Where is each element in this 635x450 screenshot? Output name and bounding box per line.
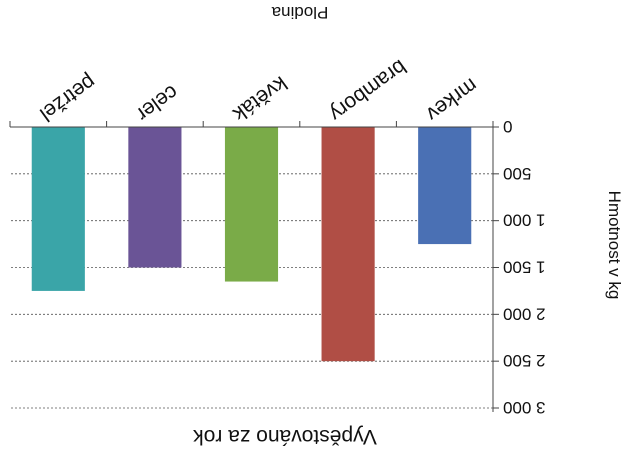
y-tick-label: 1 000	[503, 211, 546, 230]
category-label: brambory	[325, 55, 411, 126]
y-tick-label: 2 500	[503, 351, 546, 370]
y-tick-label: 0	[503, 117, 512, 136]
y-tick-label: 1 500	[503, 258, 546, 277]
category-label: celer	[132, 80, 182, 125]
x-axis	[9, 121, 494, 128]
chart-title: Vypěstováno za rok	[193, 425, 377, 448]
y-tick-label: 500	[503, 164, 531, 183]
bar-celer	[128, 127, 182, 268]
bar-petržel	[31, 127, 85, 291]
category-label: mrkev	[421, 73, 481, 126]
category-label: květák	[228, 71, 291, 126]
bar-mrkev	[418, 127, 472, 245]
x-axis-title: Plodina	[271, 3, 328, 22]
bar-květák	[224, 127, 279, 282]
y-tick-label: 3 000	[503, 398, 546, 417]
bar-brambory	[321, 127, 375, 362]
y-axis-title: Hmotnost v kg	[605, 191, 624, 300]
y-tick-label: 2 000	[503, 304, 546, 323]
bars	[31, 127, 472, 362]
category-label: petržel	[35, 70, 100, 126]
y-axis: 0 500 1 000 1 500 2 000 2 500 3 000	[492, 117, 546, 417]
